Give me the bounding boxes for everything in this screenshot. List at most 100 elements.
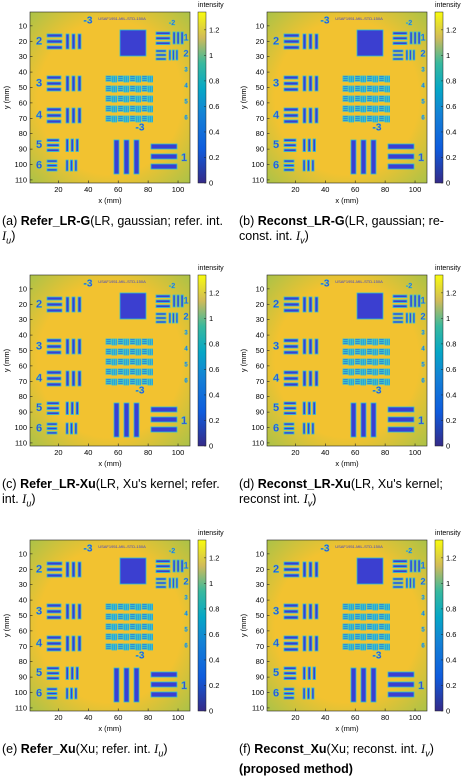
caption-name: Refer_LR-Xu (20, 477, 96, 491)
target-label: 3 (273, 77, 279, 89)
target-bar (119, 557, 147, 585)
target-bar (374, 603, 377, 611)
target-bar (135, 603, 138, 611)
target-bar (65, 635, 70, 652)
target-bar (123, 402, 130, 438)
target-bar (46, 382, 62, 387)
target-label: 3 (421, 331, 425, 337)
target-bar (307, 666, 311, 680)
y-tick-label: 90 (256, 145, 264, 154)
target-bar (354, 613, 361, 616)
target-bar (115, 338, 117, 346)
target-bar (374, 348, 377, 356)
target-bar (150, 143, 178, 150)
target-bar (378, 607, 385, 610)
target-bar (386, 85, 389, 93)
target-bar (135, 368, 138, 376)
target-bar (151, 115, 153, 123)
target-bar (46, 33, 63, 38)
target-bar (113, 643, 116, 651)
target-bar (376, 105, 378, 113)
target-bar (113, 633, 116, 641)
target-bar (409, 49, 412, 61)
target-bar (129, 87, 136, 90)
target-bar (342, 109, 349, 112)
target-label: 1 (420, 560, 425, 570)
target-bar (125, 95, 128, 103)
target-bar (283, 138, 297, 142)
target-bar (364, 85, 366, 93)
target-bar (147, 378, 150, 386)
target-bar (46, 81, 62, 86)
target-bar (366, 362, 373, 365)
target-label: -3 (136, 386, 145, 397)
target-bar (129, 107, 136, 110)
target-bar (113, 667, 120, 703)
target-bar (139, 75, 141, 83)
target-title: USAF1951-MIL-STD-150A (98, 279, 146, 284)
target-bar (139, 613, 141, 621)
target-bar (105, 338, 112, 341)
colorbar-tick-label: 0.8 (446, 604, 456, 613)
target-bar (366, 625, 373, 628)
target-bar (342, 635, 349, 638)
target-bar (65, 75, 70, 92)
target-bar (378, 647, 385, 650)
target-bar (111, 613, 114, 621)
target-bar (129, 607, 136, 610)
target-bar (113, 368, 116, 376)
target-bar (354, 625, 361, 628)
target-bar (302, 370, 307, 387)
target-bar (155, 294, 171, 298)
colorbar-tick-label: 0.8 (209, 604, 219, 613)
target-bar (388, 603, 390, 611)
target-bar (147, 348, 150, 356)
target-bar (105, 643, 112, 646)
axes-frame (266, 11, 428, 184)
colorbar-tick-label: 0 (446, 442, 450, 451)
target-label: 5 (184, 100, 188, 106)
target-bar (175, 577, 179, 589)
target-label: -3 (84, 279, 93, 290)
target-bar (117, 109, 124, 112)
y-axis-label: y (mm) (239, 348, 248, 372)
target-bar (352, 115, 354, 123)
target-bar (115, 105, 117, 113)
target-bar (129, 85, 136, 88)
target-bar (302, 666, 306, 680)
target-bar (105, 370, 112, 373)
target-bar (342, 603, 349, 606)
target-bar (139, 623, 141, 631)
target-bar (366, 77, 373, 80)
target-label: 1 (183, 560, 188, 570)
target-label: -3 (373, 651, 382, 662)
target-bar (111, 348, 114, 356)
target-bar (378, 95, 385, 98)
target-bar (352, 643, 354, 651)
target-bar (374, 643, 377, 651)
target-bar (388, 115, 390, 123)
target-bar (105, 372, 112, 375)
target-bar (141, 107, 148, 110)
x-axis-label: x (mm) (335, 196, 359, 205)
y-tick-label: 50 (19, 346, 27, 355)
caption-close: ) (31, 492, 36, 506)
target-bar (283, 641, 299, 646)
target-bar (150, 416, 178, 423)
target-bar (46, 308, 63, 313)
target-bar (386, 348, 389, 356)
x-tick-label: 100 (409, 448, 422, 457)
target-bar (302, 159, 306, 172)
target-bar (155, 316, 167, 320)
target-bar (70, 666, 74, 680)
target-bar (147, 623, 150, 631)
target-bar (342, 75, 349, 78)
target-bar (352, 338, 354, 346)
target-bar (302, 561, 307, 578)
y-tick-label: 30 (256, 315, 264, 324)
target-bar (360, 378, 363, 386)
x-tick-label: 20 (291, 448, 299, 457)
target-bar (117, 615, 124, 618)
target-bar (117, 99, 124, 102)
